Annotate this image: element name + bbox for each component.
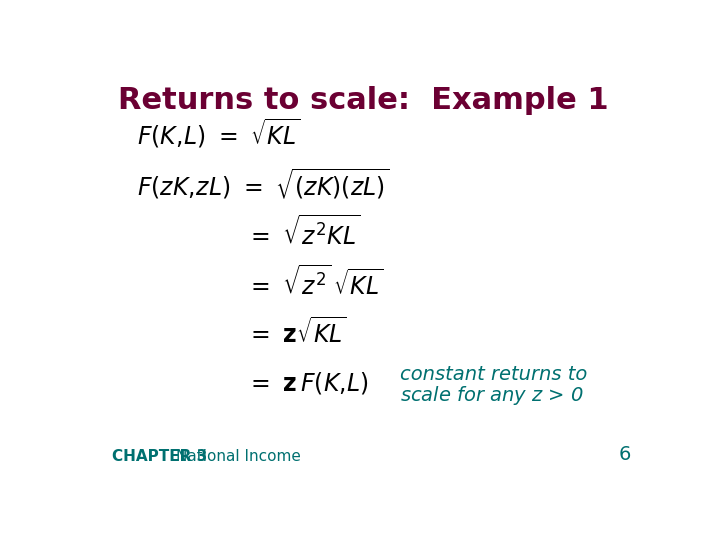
Text: National Income: National Income	[176, 449, 302, 464]
Text: $\mathit{F}(\mathit{zK},\!\mathit{zL})\ =\ \sqrt{(\mathit{zK})(\mathit{zL})}$: $\mathit{F}(\mathit{zK},\!\mathit{zL})\ …	[138, 166, 390, 201]
Text: constant returns to: constant returns to	[400, 365, 587, 384]
Text: scale for any $\mathbf{\mathit{z}}$ > 0: scale for any $\mathbf{\mathit{z}}$ > 0	[400, 384, 584, 407]
Text: $=\ \mathbf{z}\,\mathit{F}(\mathit{K},\!\mathit{L})$: $=\ \mathbf{z}\,\mathit{F}(\mathit{K},\!…	[246, 370, 369, 396]
Text: $=\ \mathbf{z}\sqrt{\mathit{KL}}$: $=\ \mathbf{z}\sqrt{\mathit{KL}}$	[246, 318, 347, 348]
Text: Returns to scale:  Example 1: Returns to scale: Example 1	[118, 85, 608, 114]
Text: CHAPTER 3: CHAPTER 3	[112, 449, 207, 464]
Text: $=\ \sqrt{\mathit{z}^{2}\mathit{KL}}$: $=\ \sqrt{\mathit{z}^{2}\mathit{KL}}$	[246, 215, 360, 251]
Text: 6: 6	[619, 445, 631, 464]
Text: $\mathit{F}(\mathit{K},\!\mathit{L})\ =\ \sqrt{\mathit{KL}}$: $\mathit{F}(\mathit{K},\!\mathit{L})\ =\…	[138, 117, 301, 150]
Text: $=\ \sqrt{\mathit{z}^{2}}\,\sqrt{\mathit{KL}}$: $=\ \sqrt{\mathit{z}^{2}}\,\sqrt{\mathit…	[246, 266, 384, 301]
